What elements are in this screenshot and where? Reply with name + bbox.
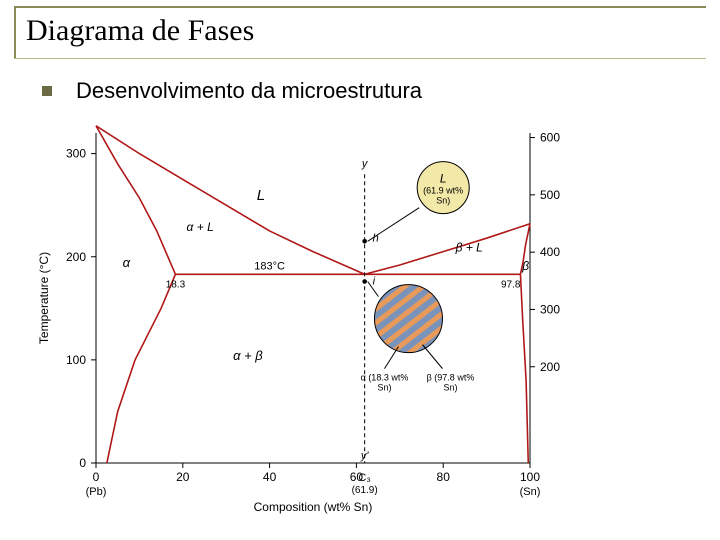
svg-text:(Sn): (Sn) [520, 486, 541, 498]
svg-text:i: i [373, 276, 376, 288]
svg-text:100: 100 [520, 470, 540, 484]
svg-text:β (97.8 wt%: β (97.8 wt% [427, 373, 475, 383]
svg-text:200: 200 [66, 250, 86, 264]
page-title: Diagrama de Fases [26, 14, 254, 48]
subtitle: Desenvolvimento da microestrutura [76, 78, 422, 104]
svg-text:α + L: α + L [187, 220, 214, 234]
svg-text:300: 300 [540, 302, 560, 316]
svg-text:Sn): Sn) [436, 196, 450, 206]
svg-text:300: 300 [66, 147, 86, 161]
svg-text:L: L [440, 172, 447, 186]
svg-text:100: 100 [66, 353, 86, 367]
svg-text:y': y' [360, 450, 370, 462]
svg-text:20: 20 [176, 470, 190, 484]
svg-text:α: α [123, 255, 131, 270]
svg-text:β + L: β + L [455, 241, 483, 255]
svg-text:97.8: 97.8 [501, 279, 521, 290]
svg-text:0: 0 [79, 456, 86, 470]
svg-text:Sn): Sn) [377, 383, 391, 393]
svg-text:Composition (wt% Sn): Composition (wt% Sn) [254, 500, 373, 514]
svg-text:(61.9 wt%: (61.9 wt% [423, 186, 463, 196]
svg-text:Sn): Sn) [443, 383, 457, 393]
bullet-icon [42, 86, 52, 96]
svg-text:0: 0 [93, 470, 100, 484]
svg-text:α (18.3 wt%: α (18.3 wt% [361, 373, 409, 383]
svg-text:500: 500 [540, 188, 560, 202]
svg-text:L: L [257, 187, 265, 204]
svg-text:β: β [521, 259, 529, 273]
svg-text:200: 200 [540, 360, 560, 374]
svg-text:40: 40 [263, 470, 277, 484]
svg-text:α + β: α + β [233, 348, 263, 363]
svg-text:(Pb): (Pb) [86, 486, 107, 498]
title-rule-top [14, 6, 706, 8]
svg-text:(61.9): (61.9) [352, 485, 378, 496]
svg-text:600: 600 [540, 131, 560, 145]
svg-text:18.3: 18.3 [166, 279, 186, 290]
svg-text:80: 80 [437, 470, 451, 484]
svg-text:400: 400 [540, 245, 560, 259]
svg-text:y: y [361, 158, 369, 170]
phase-diagram: 020406080100(Pb)(Sn)Composition (wt% Sn)… [30, 113, 590, 528]
svg-text:Temperature (°C): Temperature (°C) [37, 252, 51, 344]
title-rule-left [14, 6, 16, 58]
svg-text:C₃: C₃ [358, 472, 370, 484]
title-rule-bottom [14, 58, 706, 59]
svg-text:183°C: 183°C [254, 260, 285, 272]
